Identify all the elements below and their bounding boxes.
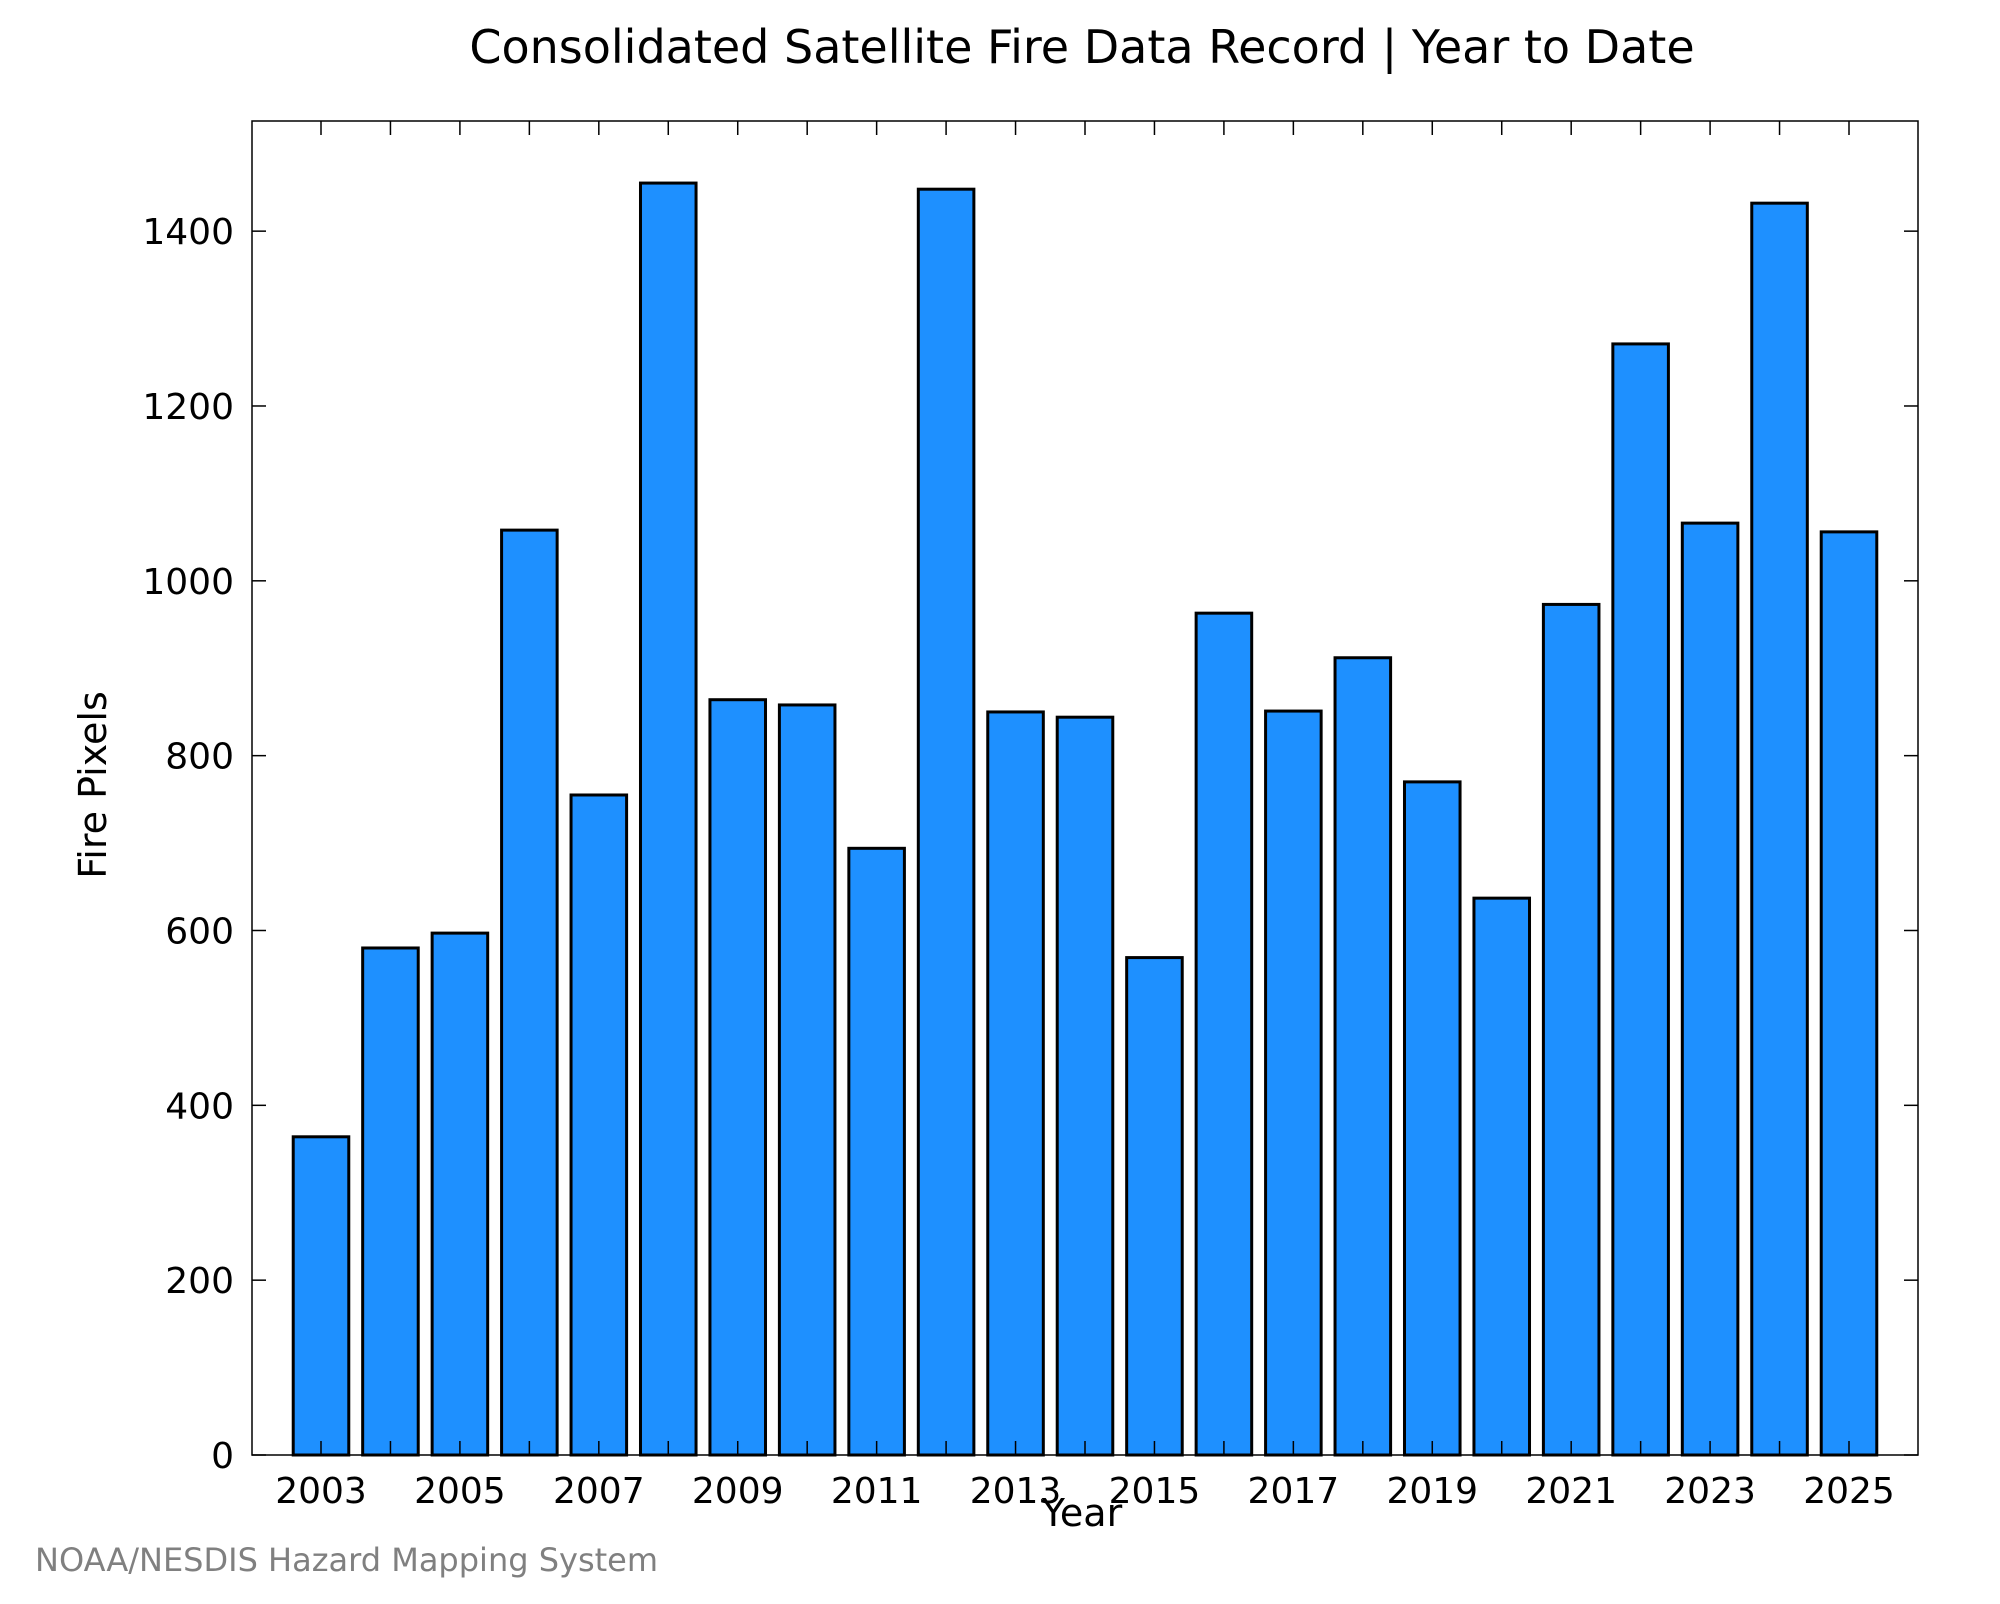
bar-2018: [1333, 656, 1393, 1457]
bar-2010: [777, 703, 837, 1457]
bar-2009: [708, 698, 768, 1457]
bar-2015: [1125, 956, 1184, 1457]
y-tick-label: 800: [165, 737, 234, 778]
footer-credit: NOAA/NESDIS Hazard Mapping System: [35, 1541, 658, 1579]
x-axis-label: Year: [1041, 1491, 1123, 1535]
chart-title: Consolidated Satellite Fire Data Record …: [469, 20, 1694, 75]
x-tick-label: 2007: [553, 1471, 645, 1512]
y-axis-label: Fire Pixels: [71, 691, 115, 879]
y-tick-label: 1000: [142, 562, 234, 603]
bar-2008: [638, 181, 698, 1457]
x-tick-label: 2017: [1248, 1471, 1340, 1512]
bar-2014: [1055, 715, 1115, 1457]
bar-2022: [1611, 342, 1670, 1457]
bar-2004: [361, 946, 420, 1457]
x-tick-label: 2013: [970, 1471, 1062, 1512]
bar-2012: [916, 187, 976, 1457]
bar-2023: [1680, 521, 1740, 1457]
bar-2007: [569, 793, 629, 1457]
bar-2017: [1264, 709, 1323, 1457]
bar-2019: [1402, 780, 1462, 1457]
bar-2024: [1750, 201, 1809, 1457]
y-tick-label: 0: [211, 1436, 234, 1477]
bar-2013: [986, 710, 1045, 1457]
y-tick-label: 1400: [142, 212, 234, 253]
y-tick-label: 400: [165, 1086, 234, 1127]
bar-2020: [1472, 896, 1532, 1457]
bar-2006: [500, 528, 559, 1457]
bar-2016: [1194, 611, 1254, 1457]
y-tick-label: 200: [165, 1261, 234, 1302]
x-tick-label: 2025: [1803, 1471, 1895, 1512]
bars-layer: [291, 181, 1879, 1457]
y-tick-label: 600: [165, 911, 234, 952]
bar-2005: [430, 931, 490, 1457]
x-tick-label: 2011: [831, 1471, 923, 1512]
x-tick-label: 2015: [1109, 1471, 1201, 1512]
x-tick-label: 2021: [1525, 1471, 1617, 1512]
bar-2011: [847, 846, 906, 1457]
ticks-layer: 2003 2005 2007 2009 2011 2013 2015 2017 2019 2021…: [142, 121, 1918, 1512]
x-tick-label: 2023: [1664, 1471, 1756, 1512]
y-tick-label: 1200: [142, 387, 234, 428]
bar-2025: [1819, 530, 1879, 1457]
x-tick-label: 2005: [414, 1471, 506, 1512]
bar-2021: [1541, 602, 1601, 1457]
x-tick-label: 2009: [692, 1471, 784, 1512]
x-tick-label: 2019: [1386, 1471, 1478, 1512]
bar-2003: [291, 1135, 351, 1457]
x-tick-label: 2003: [275, 1471, 367, 1512]
